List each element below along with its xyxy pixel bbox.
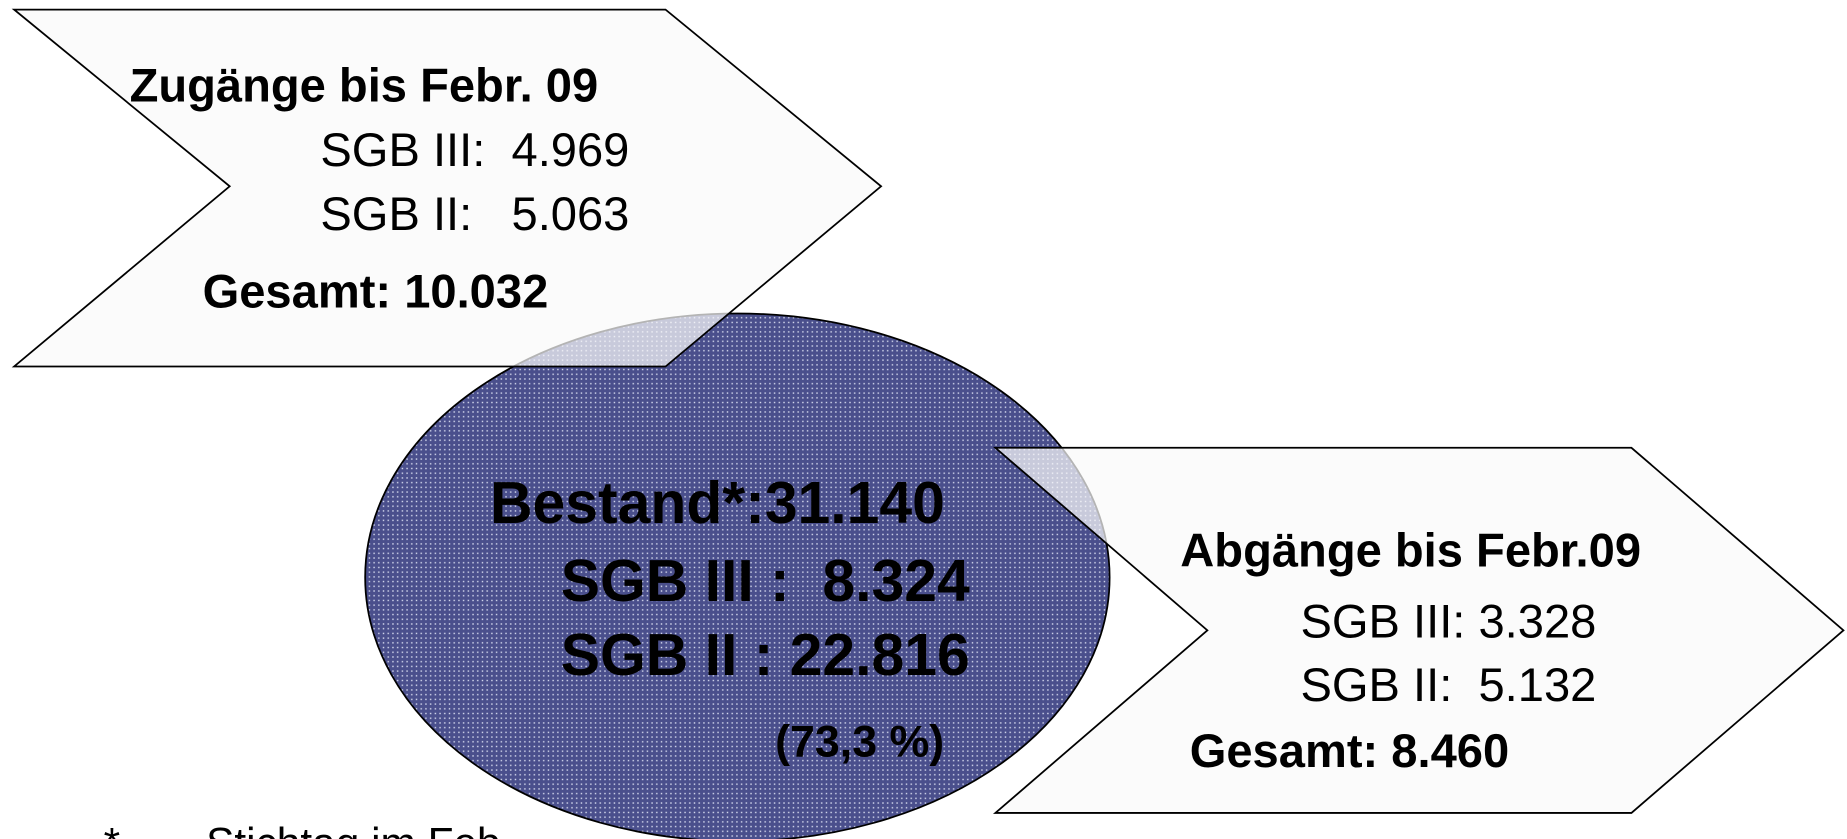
stock-line: SGB II : 22.816 xyxy=(561,623,970,688)
stock-ellipse xyxy=(364,312,1111,839)
stock-title: Bestand*:31.140 xyxy=(490,471,945,536)
footnote-text: Stichtag im Feb xyxy=(206,820,501,839)
stock-line: SGB III : 8.324 xyxy=(561,549,970,614)
inflow-arrow xyxy=(11,8,883,368)
outflow-total: Gesamt: 8.460 xyxy=(1190,724,1509,777)
outflow-line: SGB III: 3.328 xyxy=(1300,594,1596,647)
outflow-title: Abgänge bis Febr.09 xyxy=(1180,524,1641,577)
outflow-arrow xyxy=(992,446,1845,814)
inflow-line: SGB III: 4.969 xyxy=(320,123,629,176)
inflow-title: Zugänge bis Febr. 09 xyxy=(130,58,599,111)
footnote-marker: * xyxy=(104,820,121,839)
stock-share: (73,3 %) xyxy=(775,716,944,766)
inflow-total: Gesamt: 10.032 xyxy=(203,265,549,318)
inflow-line: SGB II: 5.063 xyxy=(320,187,629,240)
outflow-line: SGB II: 5.132 xyxy=(1300,658,1596,711)
